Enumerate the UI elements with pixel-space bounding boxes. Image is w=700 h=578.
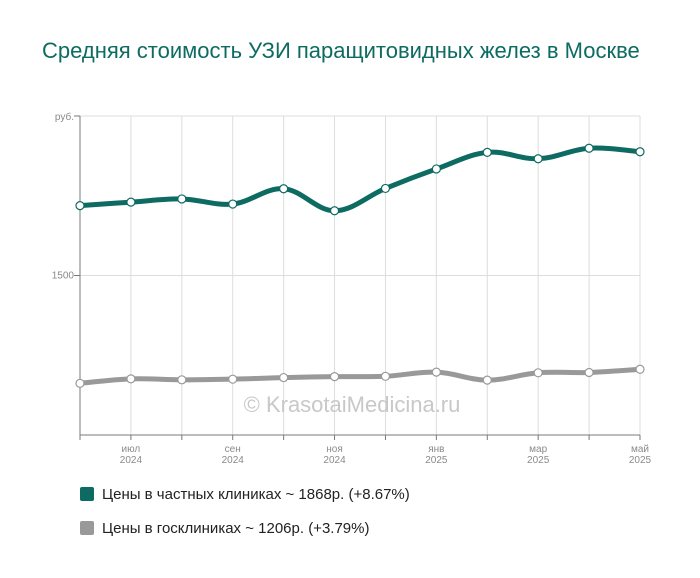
data-point-public xyxy=(228,374,238,384)
data-point-private xyxy=(380,183,391,194)
line-chart: © KrasotaiMedicina.ru руб.1500июл2024сен… xyxy=(52,111,652,466)
legend-item-public[interactable]: Цены в госклиниках ~ 1206р. (+3.79%) xyxy=(80,518,410,538)
data-point-public xyxy=(584,367,594,378)
data-point-public xyxy=(126,374,136,384)
series-line-public xyxy=(77,366,643,386)
data-point-public xyxy=(75,378,85,388)
x-tick-label-month: янв xyxy=(428,444,444,455)
legend-label-public: Цены в госклиниках ~ 1206р. (+3.79%) xyxy=(102,519,370,537)
x-tick-label-month: ноя xyxy=(326,444,343,455)
x-tick-label-year: 2024 xyxy=(120,455,143,466)
data-point-private xyxy=(431,164,441,174)
data-point-public xyxy=(482,375,492,385)
data-point-private xyxy=(584,143,594,153)
data-point-private xyxy=(635,147,645,157)
data-point-public xyxy=(635,364,645,374)
data-point-private xyxy=(533,154,543,164)
y-tick-label: 1500 xyxy=(52,271,75,282)
x-tick-label-year: 2024 xyxy=(222,455,245,466)
data-point-private xyxy=(177,194,187,204)
x-tick-label-month: июл xyxy=(122,444,141,455)
legend-label-private: Цены в частных клиниках ~ 1868р. (+8.67%… xyxy=(102,485,410,503)
x-tick-label-year: 2025 xyxy=(629,455,652,466)
data-point-private xyxy=(482,147,492,157)
legend-swatch-private xyxy=(80,487,94,501)
data-point-public xyxy=(279,372,289,383)
data-point-private xyxy=(228,199,238,209)
x-tick-label-year: 2024 xyxy=(323,455,346,466)
data-point-public xyxy=(329,372,340,382)
data-point-private xyxy=(75,201,85,211)
legend-swatch-public xyxy=(80,521,94,535)
x-tick-label-year: 2025 xyxy=(425,455,448,466)
data-point-public xyxy=(177,375,187,385)
tick-labels: руб.1500июл2024сен2024ноя2024янв2025мар2… xyxy=(52,111,652,466)
series-line-private xyxy=(77,145,643,214)
series-lines xyxy=(77,145,643,386)
x-tick-label-year: 2025 xyxy=(527,455,550,466)
data-point-private xyxy=(126,197,136,207)
x-tick-label-month: сен xyxy=(225,444,241,455)
x-tick-label-month: мар xyxy=(529,444,547,455)
y-axis-unit-label: руб. xyxy=(55,111,74,123)
grid-lines xyxy=(79,115,641,435)
legend-item-private[interactable]: Цены в частных клиниках ~ 1868р. (+8.67%… xyxy=(80,484,410,504)
x-tick-label-month: май xyxy=(631,444,649,455)
legend: Цены в частных клиниках ~ 1868р. (+8.67%… xyxy=(80,484,410,552)
data-point-public xyxy=(431,367,441,377)
data-point-public xyxy=(380,371,391,381)
chart-title: Средняя стоимость УЗИ паращитовидных жел… xyxy=(42,38,640,63)
data-point-private xyxy=(279,184,289,194)
watermark: © KrasotaiMedicina.ru xyxy=(244,392,461,417)
data-point-private xyxy=(329,206,340,216)
data-points xyxy=(75,143,645,388)
data-point-public xyxy=(533,368,543,378)
